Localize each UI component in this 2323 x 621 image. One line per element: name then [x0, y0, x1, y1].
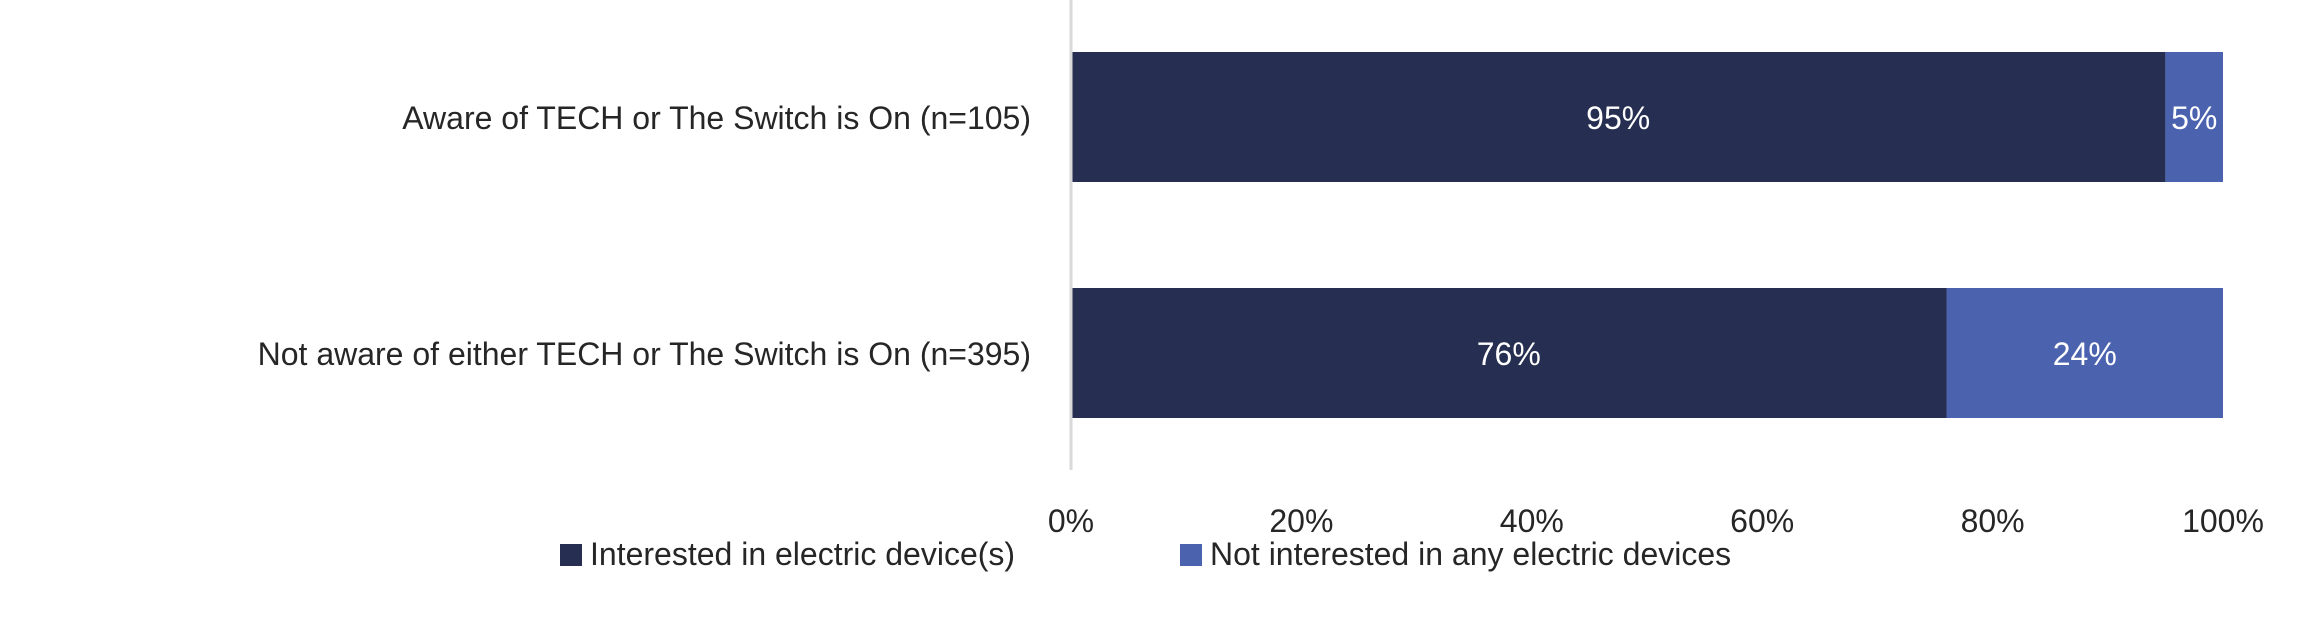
category-label: Not aware of either TECH or The Switch i…: [258, 336, 1031, 372]
x-tick-label: 60%: [1730, 503, 1794, 539]
bar-value-label: 95%: [1586, 100, 1650, 136]
legend-swatch: [1180, 544, 1202, 566]
bar-value-label: 24%: [2053, 336, 2117, 372]
x-tick-label: 100%: [2182, 503, 2264, 539]
bar-not-interested-2: [1946, 288, 2223, 418]
x-tick-label: 20%: [1269, 503, 1333, 539]
legend: Interested in electric device(s) Not inte…: [560, 536, 1731, 572]
bar-not-interested-1: [2165, 52, 2223, 182]
legend-swatch: [560, 544, 582, 566]
bar-value-label: 76%: [1477, 336, 1541, 372]
x-tick-label: 80%: [1961, 503, 2025, 539]
bar-value-label: 5%: [2171, 100, 2217, 136]
x-tick-label: 0%: [1048, 503, 1094, 539]
bar-interested-1: [1071, 52, 2166, 182]
x-tick-label: 40%: [1500, 503, 1564, 539]
legend-label: Interested in electric device(s): [590, 536, 1015, 572]
bar-interested-2: [1071, 288, 1947, 418]
bars-layer: [1071, 52, 2223, 418]
legend-label: Not interested in any electric devices: [1210, 536, 1731, 572]
labels-layer: 95% 5% Aware of TECH or The Switch is On (…: [258, 100, 2218, 372]
axis-layer: 0% 20% 40% 60% 80% 100%: [1048, 0, 2264, 539]
category-label: Aware of TECH or The Switch is On (n=105…: [402, 100, 1031, 136]
